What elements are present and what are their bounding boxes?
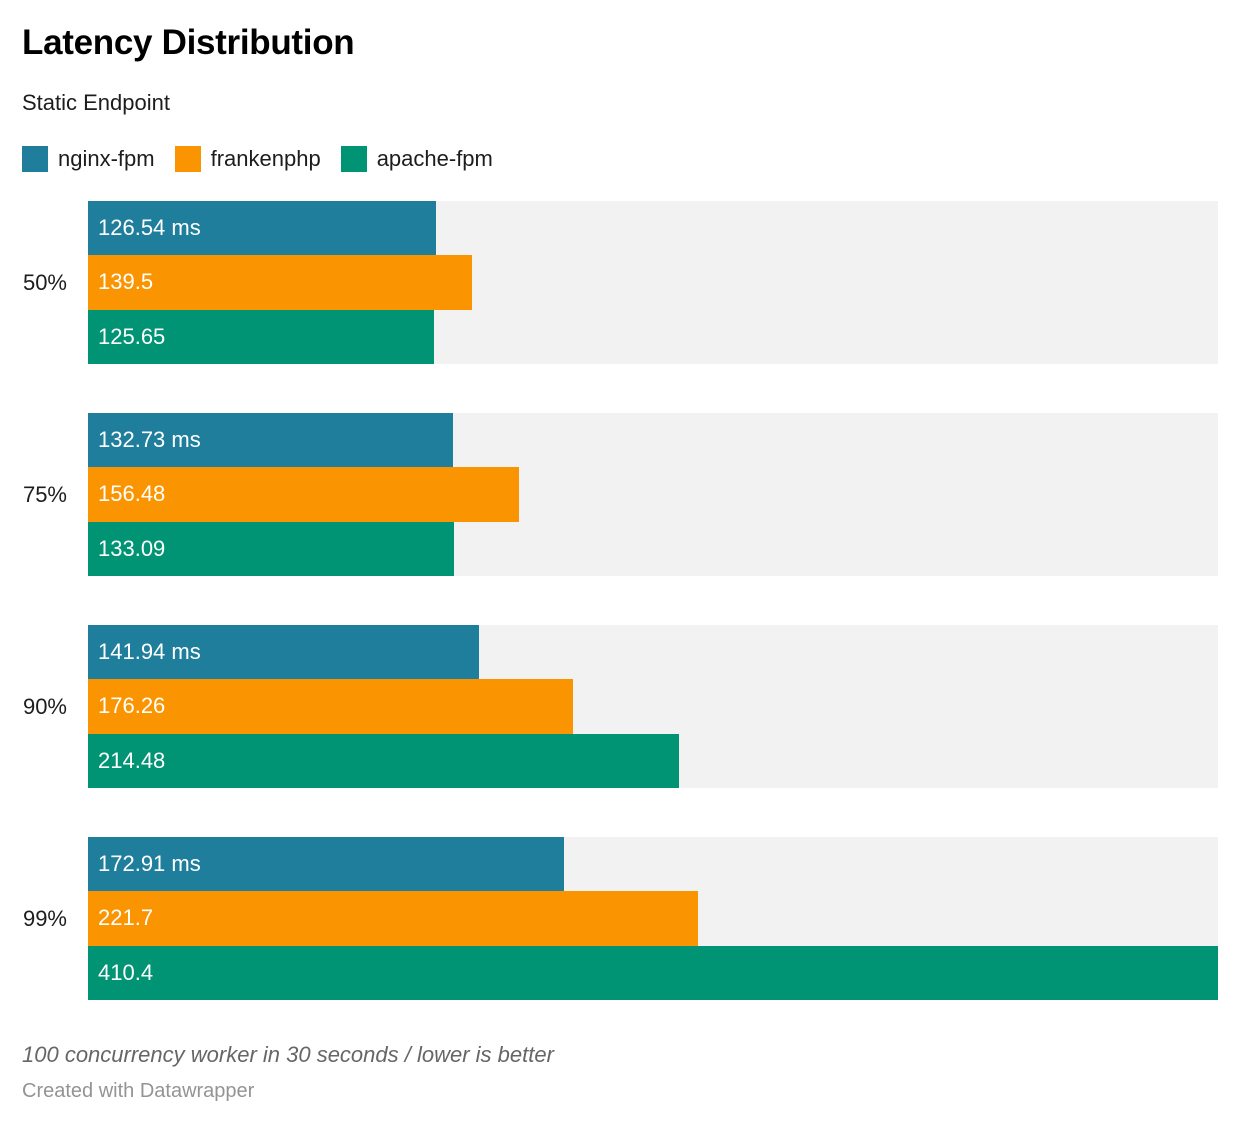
bar-apache-fpm: 214.48 bbox=[88, 733, 679, 788]
bar-group-50%: 50% 126.54 ms 139.5 125.65 bbox=[22, 201, 1218, 364]
bar-apache-fpm: 125.65 bbox=[88, 309, 434, 364]
bar-value-label: 214.48 bbox=[98, 747, 166, 773]
category-label: 90% bbox=[22, 693, 67, 719]
bar-value-label: 221.7 bbox=[98, 905, 154, 931]
chart-title: Latency Distribution bbox=[22, 23, 355, 62]
legend-label: frankenphp bbox=[210, 146, 321, 171]
bar-frankenphp: 156.48 bbox=[88, 467, 519, 522]
legend-swatch-icon bbox=[340, 146, 367, 172]
bar-apache-fpm: 410.4 bbox=[88, 945, 1218, 1000]
category-label: 99% bbox=[22, 905, 67, 931]
bar-value-label: 126.54 ms bbox=[98, 215, 201, 241]
bar-value-label: 156.48 bbox=[98, 481, 166, 507]
legend-item-apache-fpm: apache-fpm bbox=[340, 146, 493, 172]
bar-nginx-fpm: 172.91 ms bbox=[88, 837, 565, 892]
bar-value-label: 133.09 bbox=[98, 535, 166, 561]
bar-value-label: 141.94 ms bbox=[98, 639, 201, 665]
bar-value-label: 132.73 ms bbox=[98, 427, 201, 453]
bar-value-label: 139.5 bbox=[98, 269, 154, 295]
bar-frankenphp: 221.7 bbox=[88, 891, 699, 946]
bar-track: 132.73 ms 156.48 133.09 bbox=[88, 413, 1218, 576]
bar-group-75%: 75% 132.73 ms 156.48 133.09 bbox=[22, 413, 1218, 576]
bar-apache-fpm: 133.09 bbox=[88, 521, 455, 576]
bar-group-99%: 99% 172.91 ms 221.7 410.4 bbox=[22, 837, 1218, 1000]
bar-value-label: 176.26 bbox=[98, 693, 166, 719]
legend-label: nginx-fpm bbox=[58, 146, 155, 171]
legend: nginx-fpm frankenphp apache-fpm bbox=[22, 146, 1218, 172]
bar-nginx-fpm: 126.54 ms bbox=[88, 201, 437, 256]
chart-container: Latency Distribution Static Endpoint ngi… bbox=[22, 23, 1218, 1102]
legend-item-nginx-fpm: nginx-fpm bbox=[22, 146, 155, 172]
legend-label: apache-fpm bbox=[376, 146, 493, 171]
bar-chart: 50% 126.54 ms 139.5 125.65 75% 132.73 ms 156.4… bbox=[22, 201, 1218, 1000]
bar-nginx-fpm: 141.94 ms bbox=[88, 625, 479, 680]
footer-note: 100 concurrency worker in 30 seconds / l… bbox=[22, 1042, 554, 1067]
bar-group-90%: 90% 141.94 ms 176.26 214.48 bbox=[22, 625, 1218, 788]
chart-subtitle: Static Endpoint bbox=[22, 90, 170, 115]
legend-swatch-icon bbox=[174, 146, 201, 172]
bar-nginx-fpm: 132.73 ms bbox=[88, 413, 454, 468]
datawrapper-attribution[interactable]: Created with Datawrapper bbox=[22, 1080, 255, 1102]
bar-track: 141.94 ms 176.26 214.48 bbox=[88, 625, 1218, 788]
legend-swatch-icon bbox=[22, 146, 48, 172]
bar-track: 172.91 ms 221.7 410.4 bbox=[88, 837, 1218, 1000]
legend-item-frankenphp: frankenphp bbox=[174, 146, 321, 172]
bar-frankenphp: 176.26 bbox=[88, 679, 574, 734]
bar-value-label: 172.91 ms bbox=[98, 851, 201, 877]
bar-track: 126.54 ms 139.5 125.65 bbox=[88, 201, 1218, 364]
bar-value-label: 410.4 bbox=[98, 959, 154, 985]
bar-value-label: 125.65 bbox=[98, 323, 166, 349]
bar-frankenphp: 139.5 bbox=[88, 255, 473, 310]
category-label: 75% bbox=[22, 481, 67, 507]
category-label: 50% bbox=[22, 269, 67, 295]
